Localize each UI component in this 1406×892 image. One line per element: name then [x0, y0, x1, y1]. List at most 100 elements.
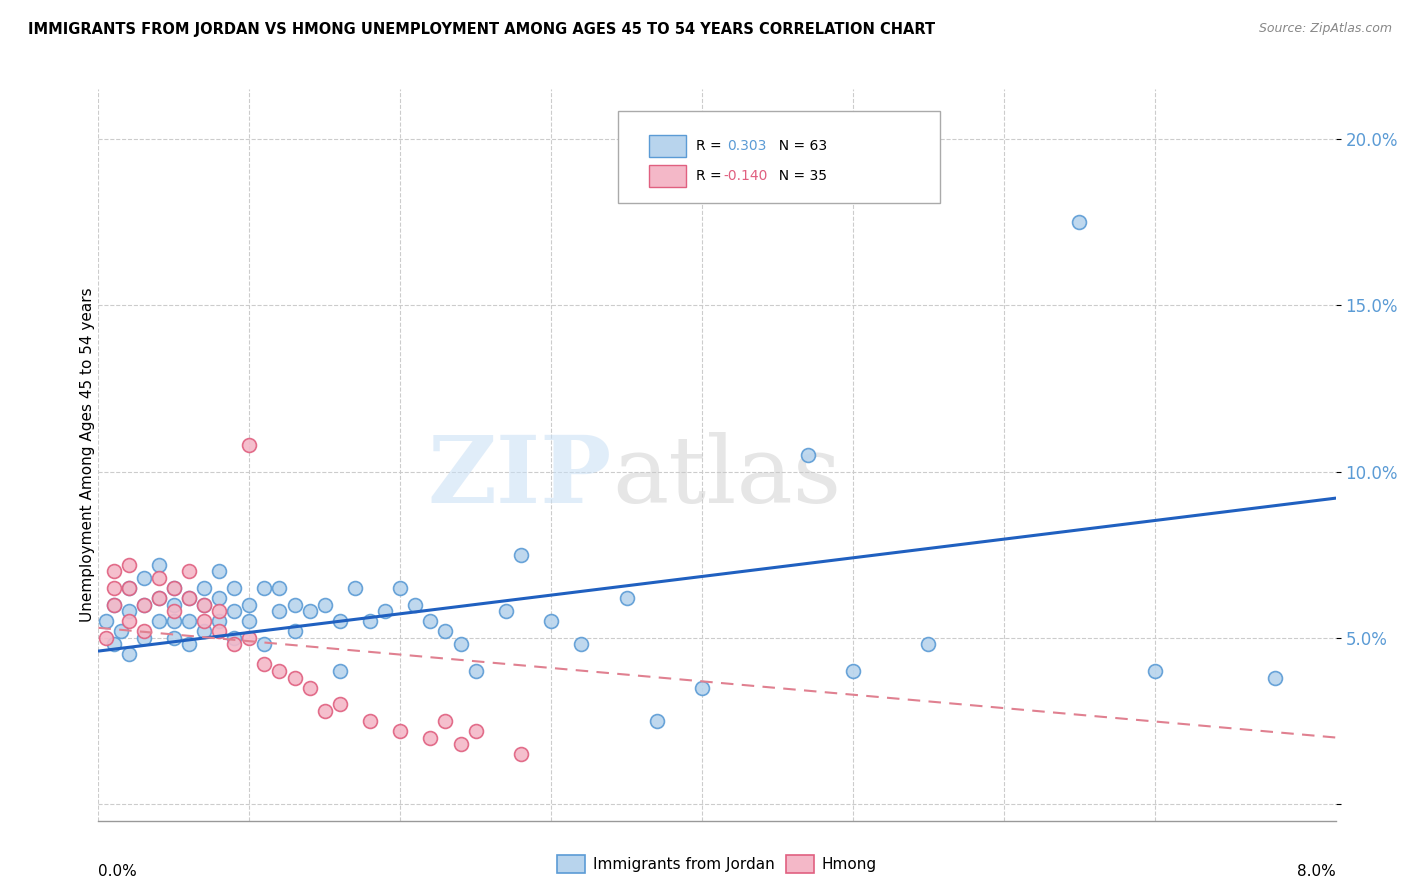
- Text: N = 63: N = 63: [770, 139, 827, 153]
- Point: [1143, 664, 1166, 678]
- Point: [238, 631, 260, 645]
- Point: [177, 637, 200, 651]
- Point: [389, 581, 412, 595]
- Point: [208, 604, 231, 618]
- Point: [132, 598, 155, 612]
- Point: [163, 581, 186, 595]
- Point: [238, 438, 260, 452]
- Point: [434, 624, 457, 639]
- Point: [917, 637, 939, 651]
- Point: [224, 604, 246, 618]
- Point: [103, 564, 125, 578]
- FancyBboxPatch shape: [619, 112, 939, 202]
- Point: [163, 614, 186, 628]
- Text: IMMIGRANTS FROM JORDAN VS HMONG UNEMPLOYMENT AMONG AGES 45 TO 54 YEARS CORRELATI: IMMIGRANTS FROM JORDAN VS HMONG UNEMPLOY…: [28, 22, 935, 37]
- Point: [103, 581, 125, 595]
- Point: [419, 731, 441, 745]
- Point: [224, 581, 246, 595]
- Point: [645, 714, 668, 728]
- Point: [616, 591, 638, 605]
- Point: [269, 581, 291, 595]
- Point: [117, 604, 139, 618]
- FancyBboxPatch shape: [650, 165, 686, 187]
- Point: [224, 631, 246, 645]
- Point: [193, 624, 215, 639]
- Point: [103, 637, 125, 651]
- Point: [103, 598, 125, 612]
- Point: [132, 598, 155, 612]
- Point: [329, 614, 352, 628]
- Point: [117, 558, 139, 572]
- Point: [208, 614, 231, 628]
- Point: [450, 637, 472, 651]
- Point: [269, 604, 291, 618]
- Point: [298, 681, 321, 695]
- Point: [132, 624, 155, 639]
- Point: [796, 448, 818, 462]
- Point: [253, 637, 276, 651]
- Point: [329, 664, 352, 678]
- Point: [569, 637, 592, 651]
- Point: [343, 581, 366, 595]
- Point: [224, 637, 246, 651]
- Point: [208, 591, 231, 605]
- Point: [404, 598, 426, 612]
- Text: R =: R =: [696, 139, 730, 153]
- Text: atlas: atlas: [612, 432, 841, 522]
- Point: [284, 671, 307, 685]
- Point: [269, 664, 291, 678]
- Text: -0.140: -0.140: [723, 169, 768, 183]
- Point: [540, 614, 562, 628]
- Point: [284, 624, 307, 639]
- Point: [298, 604, 321, 618]
- Point: [193, 581, 215, 595]
- Point: [1069, 215, 1091, 229]
- Point: [117, 581, 139, 595]
- Text: ZIP: ZIP: [427, 432, 612, 522]
- Point: [193, 598, 215, 612]
- Text: 0.0%: 0.0%: [98, 863, 138, 879]
- Point: [148, 571, 170, 585]
- Point: [314, 704, 336, 718]
- Point: [148, 591, 170, 605]
- Point: [103, 598, 125, 612]
- Point: [464, 723, 486, 738]
- Point: [163, 604, 186, 618]
- Point: [450, 737, 472, 751]
- Point: [238, 614, 260, 628]
- Point: [389, 723, 412, 738]
- Point: [464, 664, 486, 678]
- Point: [495, 604, 517, 618]
- Point: [509, 548, 531, 562]
- Point: [177, 614, 200, 628]
- Point: [177, 591, 200, 605]
- Point: [177, 591, 200, 605]
- Point: [117, 648, 139, 662]
- Legend: Immigrants from Jordan, Hmong: Immigrants from Jordan, Hmong: [551, 849, 883, 879]
- Point: [329, 698, 352, 712]
- Point: [359, 714, 381, 728]
- Text: 0.303: 0.303: [727, 139, 766, 153]
- Text: Source: ZipAtlas.com: Source: ZipAtlas.com: [1258, 22, 1392, 36]
- Point: [314, 598, 336, 612]
- Y-axis label: Unemployment Among Ages 45 to 54 years: Unemployment Among Ages 45 to 54 years: [80, 287, 94, 623]
- Point: [509, 747, 531, 761]
- Point: [148, 591, 170, 605]
- Point: [208, 564, 231, 578]
- Text: N = 35: N = 35: [770, 169, 827, 183]
- Point: [1264, 671, 1286, 685]
- Point: [94, 614, 117, 628]
- Point: [193, 614, 215, 628]
- Point: [842, 664, 865, 678]
- FancyBboxPatch shape: [650, 136, 686, 157]
- Point: [148, 614, 170, 628]
- Point: [690, 681, 713, 695]
- Point: [193, 598, 215, 612]
- Text: R =: R =: [696, 169, 725, 183]
- Point: [253, 581, 276, 595]
- Point: [374, 604, 396, 618]
- Point: [208, 624, 231, 639]
- Point: [253, 657, 276, 672]
- Point: [284, 598, 307, 612]
- Point: [163, 598, 186, 612]
